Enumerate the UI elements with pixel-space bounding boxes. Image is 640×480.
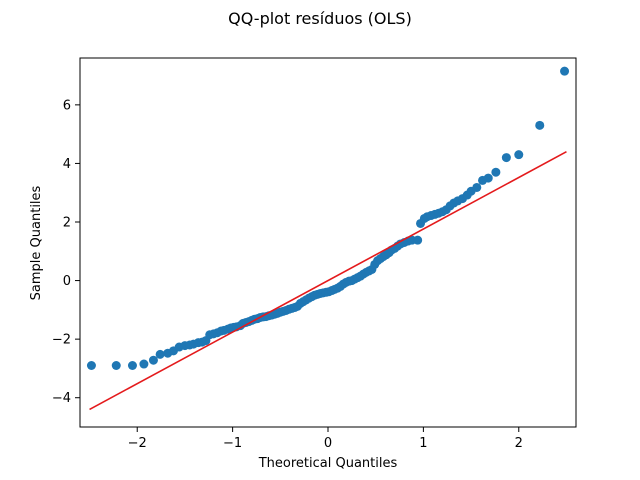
scatter-points — [86, 66, 570, 370]
reference-line — [89, 151, 567, 411]
data-point — [535, 120, 545, 130]
x-tick-label: 1 — [419, 436, 427, 451]
data-point — [514, 150, 524, 160]
x-axis-label: Theoretical Quantiles — [258, 456, 398, 471]
y-axis-ticks: −4 −2 0 2 4 6 — [52, 98, 80, 406]
data-point — [491, 167, 501, 177]
x-tick-label: −2 — [128, 436, 147, 451]
y-tick-label: −2 — [52, 333, 71, 348]
x-tick-label: 2 — [515, 436, 523, 451]
data-point — [483, 173, 493, 183]
data-point — [111, 361, 121, 370]
x-axis-ticks: −2 −1 0 1 2 — [128, 427, 523, 451]
x-tick-label: 0 — [324, 436, 332, 451]
y-tick-label: 0 — [63, 274, 71, 289]
y-tick-label: 4 — [63, 157, 71, 172]
reference-line-segment — [89, 151, 567, 411]
chart-title: QQ-plot resíduos (OLS) — [228, 9, 412, 28]
data-point — [86, 361, 96, 370]
data-point — [155, 349, 165, 359]
y-tick-label: −4 — [52, 391, 71, 406]
data-point — [501, 153, 511, 163]
y-axis-label: Sample Quantiles — [29, 185, 44, 300]
data-point — [413, 235, 423, 245]
plot-frame — [79, 57, 577, 428]
y-tick-label: 2 — [63, 216, 71, 231]
data-point — [472, 182, 482, 192]
y-tick-label: 6 — [63, 98, 71, 113]
x-tick-label: −1 — [223, 436, 242, 451]
data-point — [560, 66, 570, 76]
data-point — [127, 361, 137, 370]
data-point — [139, 359, 149, 369]
data-point — [148, 355, 158, 365]
